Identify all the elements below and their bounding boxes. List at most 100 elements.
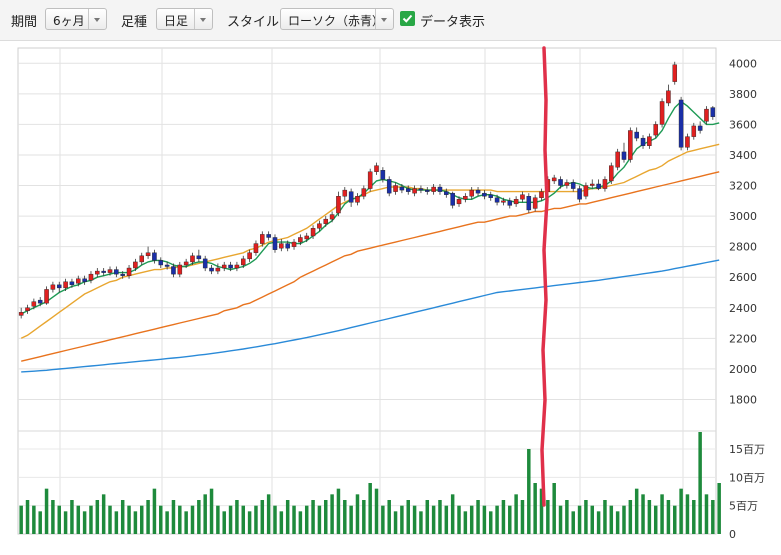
volume-bar xyxy=(120,500,125,534)
candle xyxy=(583,182,589,200)
candle xyxy=(342,187,348,201)
period-label: 期間 xyxy=(11,15,38,30)
volume-bar xyxy=(527,449,531,534)
candle-body xyxy=(685,136,690,148)
candle-body xyxy=(95,270,100,275)
candle-body xyxy=(158,260,164,266)
volume-bar xyxy=(254,505,258,534)
candle xyxy=(469,187,474,200)
candle xyxy=(444,188,449,198)
volume-bar xyxy=(152,488,157,534)
volume-bar xyxy=(190,505,195,534)
candle-body xyxy=(44,289,49,304)
candle-body xyxy=(577,188,582,200)
candle xyxy=(475,187,481,197)
candle-body xyxy=(621,151,627,160)
candle xyxy=(76,275,81,287)
volume-bar xyxy=(577,505,582,534)
candle-body xyxy=(342,189,348,197)
volume-bar xyxy=(133,511,138,534)
candle-body xyxy=(678,99,684,148)
candle xyxy=(425,187,430,195)
candle-body xyxy=(120,273,125,276)
candle-body xyxy=(469,189,474,197)
volume-axis: 0 5百万 10百万 15百万 xyxy=(729,443,765,541)
volume-bar xyxy=(431,505,436,534)
candle xyxy=(513,196,519,207)
price-tick-label: 2400 xyxy=(729,302,757,315)
candle xyxy=(405,185,411,195)
candle-body xyxy=(221,264,227,269)
volume-bar xyxy=(628,500,633,534)
candle-body xyxy=(691,125,697,137)
candle xyxy=(704,106,709,125)
candle xyxy=(374,162,379,175)
chart-grid xyxy=(17,47,717,535)
price-tick-label: 2000 xyxy=(729,363,757,376)
volume-tick-label: 15百万 xyxy=(729,443,765,456)
candle xyxy=(241,255,246,269)
candle xyxy=(82,275,87,285)
volume-bar xyxy=(609,505,614,534)
volume-bar xyxy=(355,494,360,534)
volume-bar xyxy=(184,511,188,534)
volume-bar xyxy=(666,500,671,534)
volume-bar xyxy=(368,483,372,534)
candle-body xyxy=(444,191,449,195)
candle-body xyxy=(634,131,639,139)
candle-body xyxy=(37,299,43,304)
price-tick-label: 3000 xyxy=(729,210,757,223)
candle xyxy=(348,188,354,207)
candle-body xyxy=(590,183,595,186)
candle-body xyxy=(520,194,525,200)
candle-body xyxy=(126,267,132,276)
volume-bar xyxy=(374,488,379,534)
data-display-checkbox[interactable] xyxy=(400,11,415,26)
volume-bar xyxy=(95,500,100,534)
volume-bar xyxy=(266,494,271,534)
candle xyxy=(336,191,341,217)
candle-body xyxy=(494,197,500,203)
candle xyxy=(463,193,468,203)
volume-bar xyxy=(469,505,474,534)
candle-body xyxy=(291,241,297,247)
volume-bar xyxy=(381,505,385,534)
volume-bar xyxy=(425,500,430,534)
price-tick-label: 3400 xyxy=(729,149,757,162)
volume-bar xyxy=(387,500,391,534)
candle xyxy=(577,185,582,203)
candle-body xyxy=(25,307,30,312)
candle xyxy=(647,133,652,149)
candle xyxy=(228,261,233,272)
volume-bar xyxy=(692,500,696,534)
volume-bar xyxy=(63,511,68,534)
candle xyxy=(126,264,132,279)
candle-body xyxy=(488,194,493,198)
candle-body xyxy=(171,266,176,275)
candle-body xyxy=(253,243,259,253)
candle xyxy=(526,193,532,214)
candle xyxy=(697,121,703,134)
candle xyxy=(399,183,405,194)
candle-body xyxy=(374,165,379,172)
candle xyxy=(621,142,627,163)
candle xyxy=(221,261,227,272)
candle xyxy=(678,96,684,151)
style-select[interactable]: ローソク（赤青） xyxy=(280,8,394,30)
candle-body xyxy=(133,261,138,269)
volume-tick-label: 5百万 xyxy=(729,500,758,513)
ma5-line xyxy=(20,100,720,315)
interval-select[interactable]: 日足 xyxy=(156,8,213,30)
ma75-line xyxy=(21,171,720,362)
volume-bar xyxy=(552,483,556,534)
volume-bar xyxy=(146,500,150,534)
candle-body xyxy=(596,183,601,189)
volume-bar xyxy=(298,511,303,534)
period-select-value: 6ヶ月 xyxy=(53,14,85,28)
candle xyxy=(18,307,24,319)
volume-bar xyxy=(546,500,550,534)
candle xyxy=(323,216,329,227)
period-select[interactable]: 6ヶ月 xyxy=(45,8,107,30)
candle xyxy=(88,271,94,284)
candle xyxy=(456,196,462,207)
